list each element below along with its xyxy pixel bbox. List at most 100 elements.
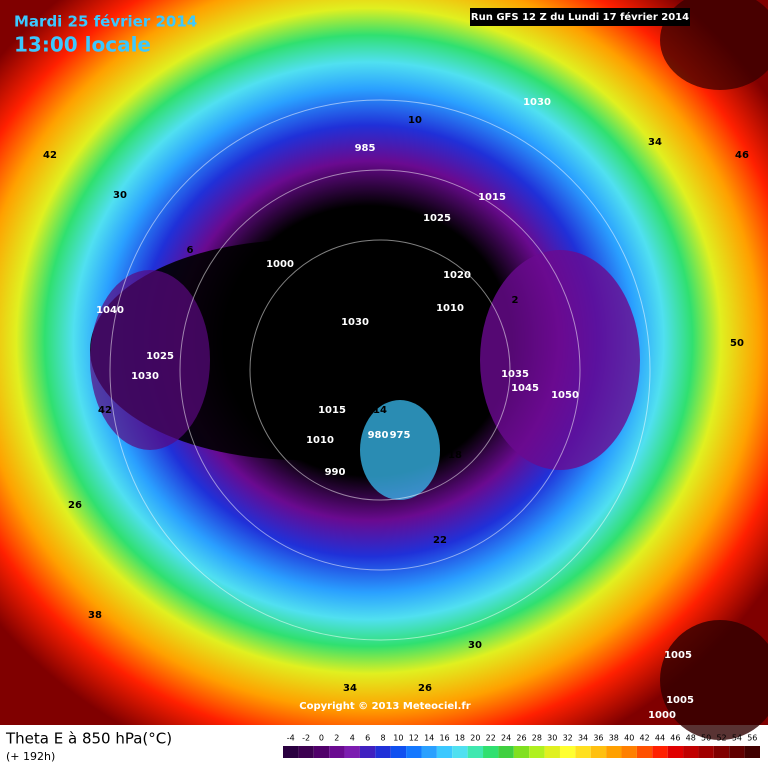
scale-cell	[529, 746, 545, 758]
scale-cell	[698, 746, 714, 758]
temperature-label: 26	[68, 500, 82, 511]
pressure-label: 1025	[146, 351, 174, 362]
pressure-label: 975	[390, 430, 411, 441]
temperature-label: 6	[187, 245, 194, 256]
date: Mardi 25 février 2014	[14, 13, 197, 31]
scale-tick-label: 26	[516, 734, 526, 743]
scale-cell	[744, 746, 760, 758]
scale-tick-label: -4	[287, 734, 295, 743]
scale-tick-label: 18	[455, 734, 465, 743]
scale-cell	[359, 746, 376, 758]
scale-cell	[713, 746, 730, 758]
scale-tick-label: 10	[393, 734, 403, 743]
temperature-label: 10	[408, 115, 422, 126]
pressure-label: 1010	[436, 303, 464, 314]
scale-tick-label: 30	[547, 734, 557, 743]
scale-cell	[652, 746, 668, 758]
temperature-label: 50	[730, 338, 744, 349]
pressure-label: 1045	[511, 383, 539, 394]
copyright: Copyright © 2013 Meteociel.fr	[299, 701, 470, 712]
scale-tick-label: 52	[716, 734, 726, 743]
temperature-label: 46	[735, 150, 749, 161]
temperature-label: 38	[88, 610, 102, 621]
scale-tick-label: 46	[670, 734, 680, 743]
scale-tick-label: 28	[532, 734, 542, 743]
scale-tick-label: 8	[380, 734, 385, 743]
scale-cell	[406, 746, 422, 758]
temperature-label: 26	[418, 683, 432, 694]
pressure-label: 1025	[423, 213, 451, 224]
run-info: Run GFS 12 Z du Lundi 17 février 2014	[471, 11, 689, 23]
temperature-label: 42	[98, 405, 112, 416]
pressure-label: 1035	[501, 369, 529, 380]
scale-cell	[467, 746, 484, 758]
pressure-label: 1015	[478, 192, 506, 203]
scale-cell	[621, 746, 637, 758]
pressure-label: 1005	[666, 695, 694, 706]
legend-title: Theta E à 850 hPa(°C)	[5, 730, 172, 748]
scale-tick-label: 12	[409, 734, 419, 743]
scale-cell	[606, 746, 622, 758]
scale-cell	[513, 746, 530, 758]
pressure-label: 1000	[648, 710, 676, 721]
scale-cell	[667, 746, 684, 758]
scale-cell	[729, 746, 745, 758]
temperature-label: 2	[512, 295, 519, 306]
scale-tick-label: 20	[470, 734, 480, 743]
scale-tick-label: 44	[655, 734, 665, 743]
scale-tick-label: 22	[486, 734, 496, 743]
pressure-label: 1010	[306, 435, 334, 446]
map	[0, 0, 768, 740]
pressure-label: 1030	[523, 97, 551, 108]
pressure-label: 1030	[341, 317, 369, 328]
scale-cell	[283, 746, 299, 758]
pressure-label: 1040	[96, 305, 124, 316]
scale-cell	[298, 746, 314, 758]
scale-tick-label: 50	[701, 734, 711, 743]
scale-tick-label: 40	[624, 734, 634, 743]
scale-tick-label: 0	[319, 734, 324, 743]
scale-cell	[390, 746, 407, 758]
scale-tick-label: 38	[609, 734, 619, 743]
scale-tick-label: 4	[350, 734, 355, 743]
scale-tick-label: 54	[732, 734, 742, 743]
pressure-label: 1030	[131, 371, 159, 382]
temperature-label: 30	[468, 640, 482, 651]
temperature-label: 30	[113, 190, 127, 201]
scale-cell	[544, 746, 560, 758]
lead-time: (+ 192h)	[6, 750, 55, 763]
scale-tick-label: 2	[334, 734, 339, 743]
scale-tick-label: 34	[578, 734, 588, 743]
scale-cell	[436, 746, 453, 758]
scale-cell	[590, 746, 607, 758]
scale-cell	[344, 746, 360, 758]
pressure-label: 985	[355, 143, 376, 154]
scale-tick-label: 24	[501, 734, 511, 743]
scale-cell	[683, 746, 699, 758]
temperature-label: 42	[43, 150, 57, 161]
scale-tick-label: 42	[640, 734, 650, 743]
scale-cell	[452, 746, 468, 758]
scale-tick-label: 36	[593, 734, 603, 743]
pressure-label: 990	[325, 467, 346, 478]
temperature-label: 34	[648, 137, 662, 148]
scale-cell	[498, 746, 514, 758]
pressure-label: 980	[368, 430, 389, 441]
scale-cell	[329, 746, 345, 758]
local-time: 13:00 locale	[14, 33, 151, 57]
scale-cell	[375, 746, 391, 758]
scale-tick-label: 48	[686, 734, 696, 743]
pressure-label: 1015	[318, 405, 346, 416]
scale-tick-label: -2	[302, 734, 310, 743]
scale-cell	[636, 746, 653, 758]
scale-tick-label: 56	[747, 734, 757, 743]
scale-cell	[421, 746, 437, 758]
pressure-label: 1020	[443, 270, 471, 281]
temperature-label: 18	[448, 450, 462, 461]
temperature-label: 34	[343, 683, 357, 694]
pressure-label: 1000	[266, 259, 294, 270]
pressure-label: 1005	[664, 650, 692, 661]
scale-tick-label: 32	[563, 734, 573, 743]
scale-tick-label: 14	[424, 734, 434, 743]
